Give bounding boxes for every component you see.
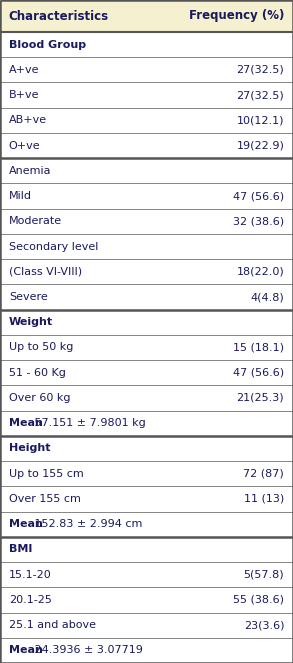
Bar	[0, 512, 293, 537]
Text: 11 (13): 11 (13)	[244, 494, 284, 504]
Bar	[0, 234, 293, 259]
Text: Anemia: Anemia	[9, 166, 51, 176]
Text: 55 (38.6): 55 (38.6)	[233, 595, 284, 605]
Text: 27(32.5): 27(32.5)	[236, 65, 284, 75]
Text: Moderate: Moderate	[9, 216, 62, 226]
Bar	[0, 410, 293, 436]
Bar	[0, 461, 293, 487]
Text: Mean: Mean	[9, 645, 43, 656]
Bar	[0, 310, 293, 335]
Text: 23(3.6): 23(3.6)	[244, 620, 284, 630]
Text: AB+ve: AB+ve	[9, 115, 47, 125]
Bar	[0, 562, 293, 587]
Text: 15.1-20: 15.1-20	[9, 570, 52, 579]
Text: Frequency (%): Frequency (%)	[189, 9, 284, 23]
Bar	[0, 436, 293, 461]
Text: Over 60 kg: Over 60 kg	[9, 393, 70, 403]
Bar	[0, 133, 293, 158]
Text: O+ve: O+ve	[9, 141, 40, 151]
Bar	[0, 284, 293, 310]
Bar	[0, 360, 293, 385]
Text: 20.1-25: 20.1-25	[9, 595, 52, 605]
Text: 10(12.1): 10(12.1)	[237, 115, 284, 125]
Bar	[0, 57, 293, 82]
Bar	[0, 587, 293, 613]
Text: Secondary level: Secondary level	[9, 241, 98, 251]
Text: 5(57.8): 5(57.8)	[243, 570, 284, 579]
Text: Mean: Mean	[9, 519, 43, 529]
Bar	[0, 537, 293, 562]
Bar	[0, 638, 293, 663]
Bar	[0, 82, 293, 107]
Bar	[0, 487, 293, 512]
Text: 21(25.3): 21(25.3)	[236, 393, 284, 403]
Text: 24.3936 ± 3.07719: 24.3936 ± 3.07719	[31, 645, 143, 656]
Text: Mean: Mean	[9, 418, 43, 428]
Text: 72 (87): 72 (87)	[243, 469, 284, 479]
Text: Up to 50 kg: Up to 50 kg	[9, 343, 73, 353]
Text: 152.83 ± 2.994 cm: 152.83 ± 2.994 cm	[31, 519, 142, 529]
Bar	[0, 335, 293, 360]
Text: 18(22.0): 18(22.0)	[236, 267, 284, 276]
Text: 4(4.8): 4(4.8)	[251, 292, 284, 302]
Bar	[0, 613, 293, 638]
Text: 47 (56.6): 47 (56.6)	[233, 191, 284, 201]
Text: 51 - 60 Kg: 51 - 60 Kg	[9, 368, 66, 378]
Bar	[0, 158, 293, 184]
Bar	[0, 184, 293, 209]
Text: 27(32.5): 27(32.5)	[236, 90, 284, 100]
Text: 32 (38.6): 32 (38.6)	[233, 216, 284, 226]
Bar	[0, 259, 293, 284]
Text: Over 155 cm: Over 155 cm	[9, 494, 81, 504]
Text: A+ve: A+ve	[9, 65, 39, 75]
Bar	[0, 385, 293, 410]
Bar	[0, 0, 293, 32]
Text: 15 (18.1): 15 (18.1)	[233, 343, 284, 353]
Text: BMI: BMI	[9, 544, 32, 554]
Text: B+ve: B+ve	[9, 90, 39, 100]
Text: 19(22.9): 19(22.9)	[236, 141, 284, 151]
Text: (Class VI-VIII): (Class VI-VIII)	[9, 267, 82, 276]
Text: Mild: Mild	[9, 191, 32, 201]
Text: 25.1 and above: 25.1 and above	[9, 620, 96, 630]
Text: 47 (56.6): 47 (56.6)	[233, 368, 284, 378]
Bar	[0, 107, 293, 133]
Text: Weight: Weight	[9, 318, 53, 328]
Text: Characteristics: Characteristics	[9, 9, 109, 23]
Text: Severe: Severe	[9, 292, 47, 302]
Text: Up to 155 cm: Up to 155 cm	[9, 469, 84, 479]
Bar	[0, 209, 293, 234]
Text: Height: Height	[9, 444, 50, 453]
Text: Blood Group: Blood Group	[9, 40, 86, 50]
Text: 57.151 ± 7.9801 kg: 57.151 ± 7.9801 kg	[31, 418, 146, 428]
Bar	[0, 32, 293, 57]
